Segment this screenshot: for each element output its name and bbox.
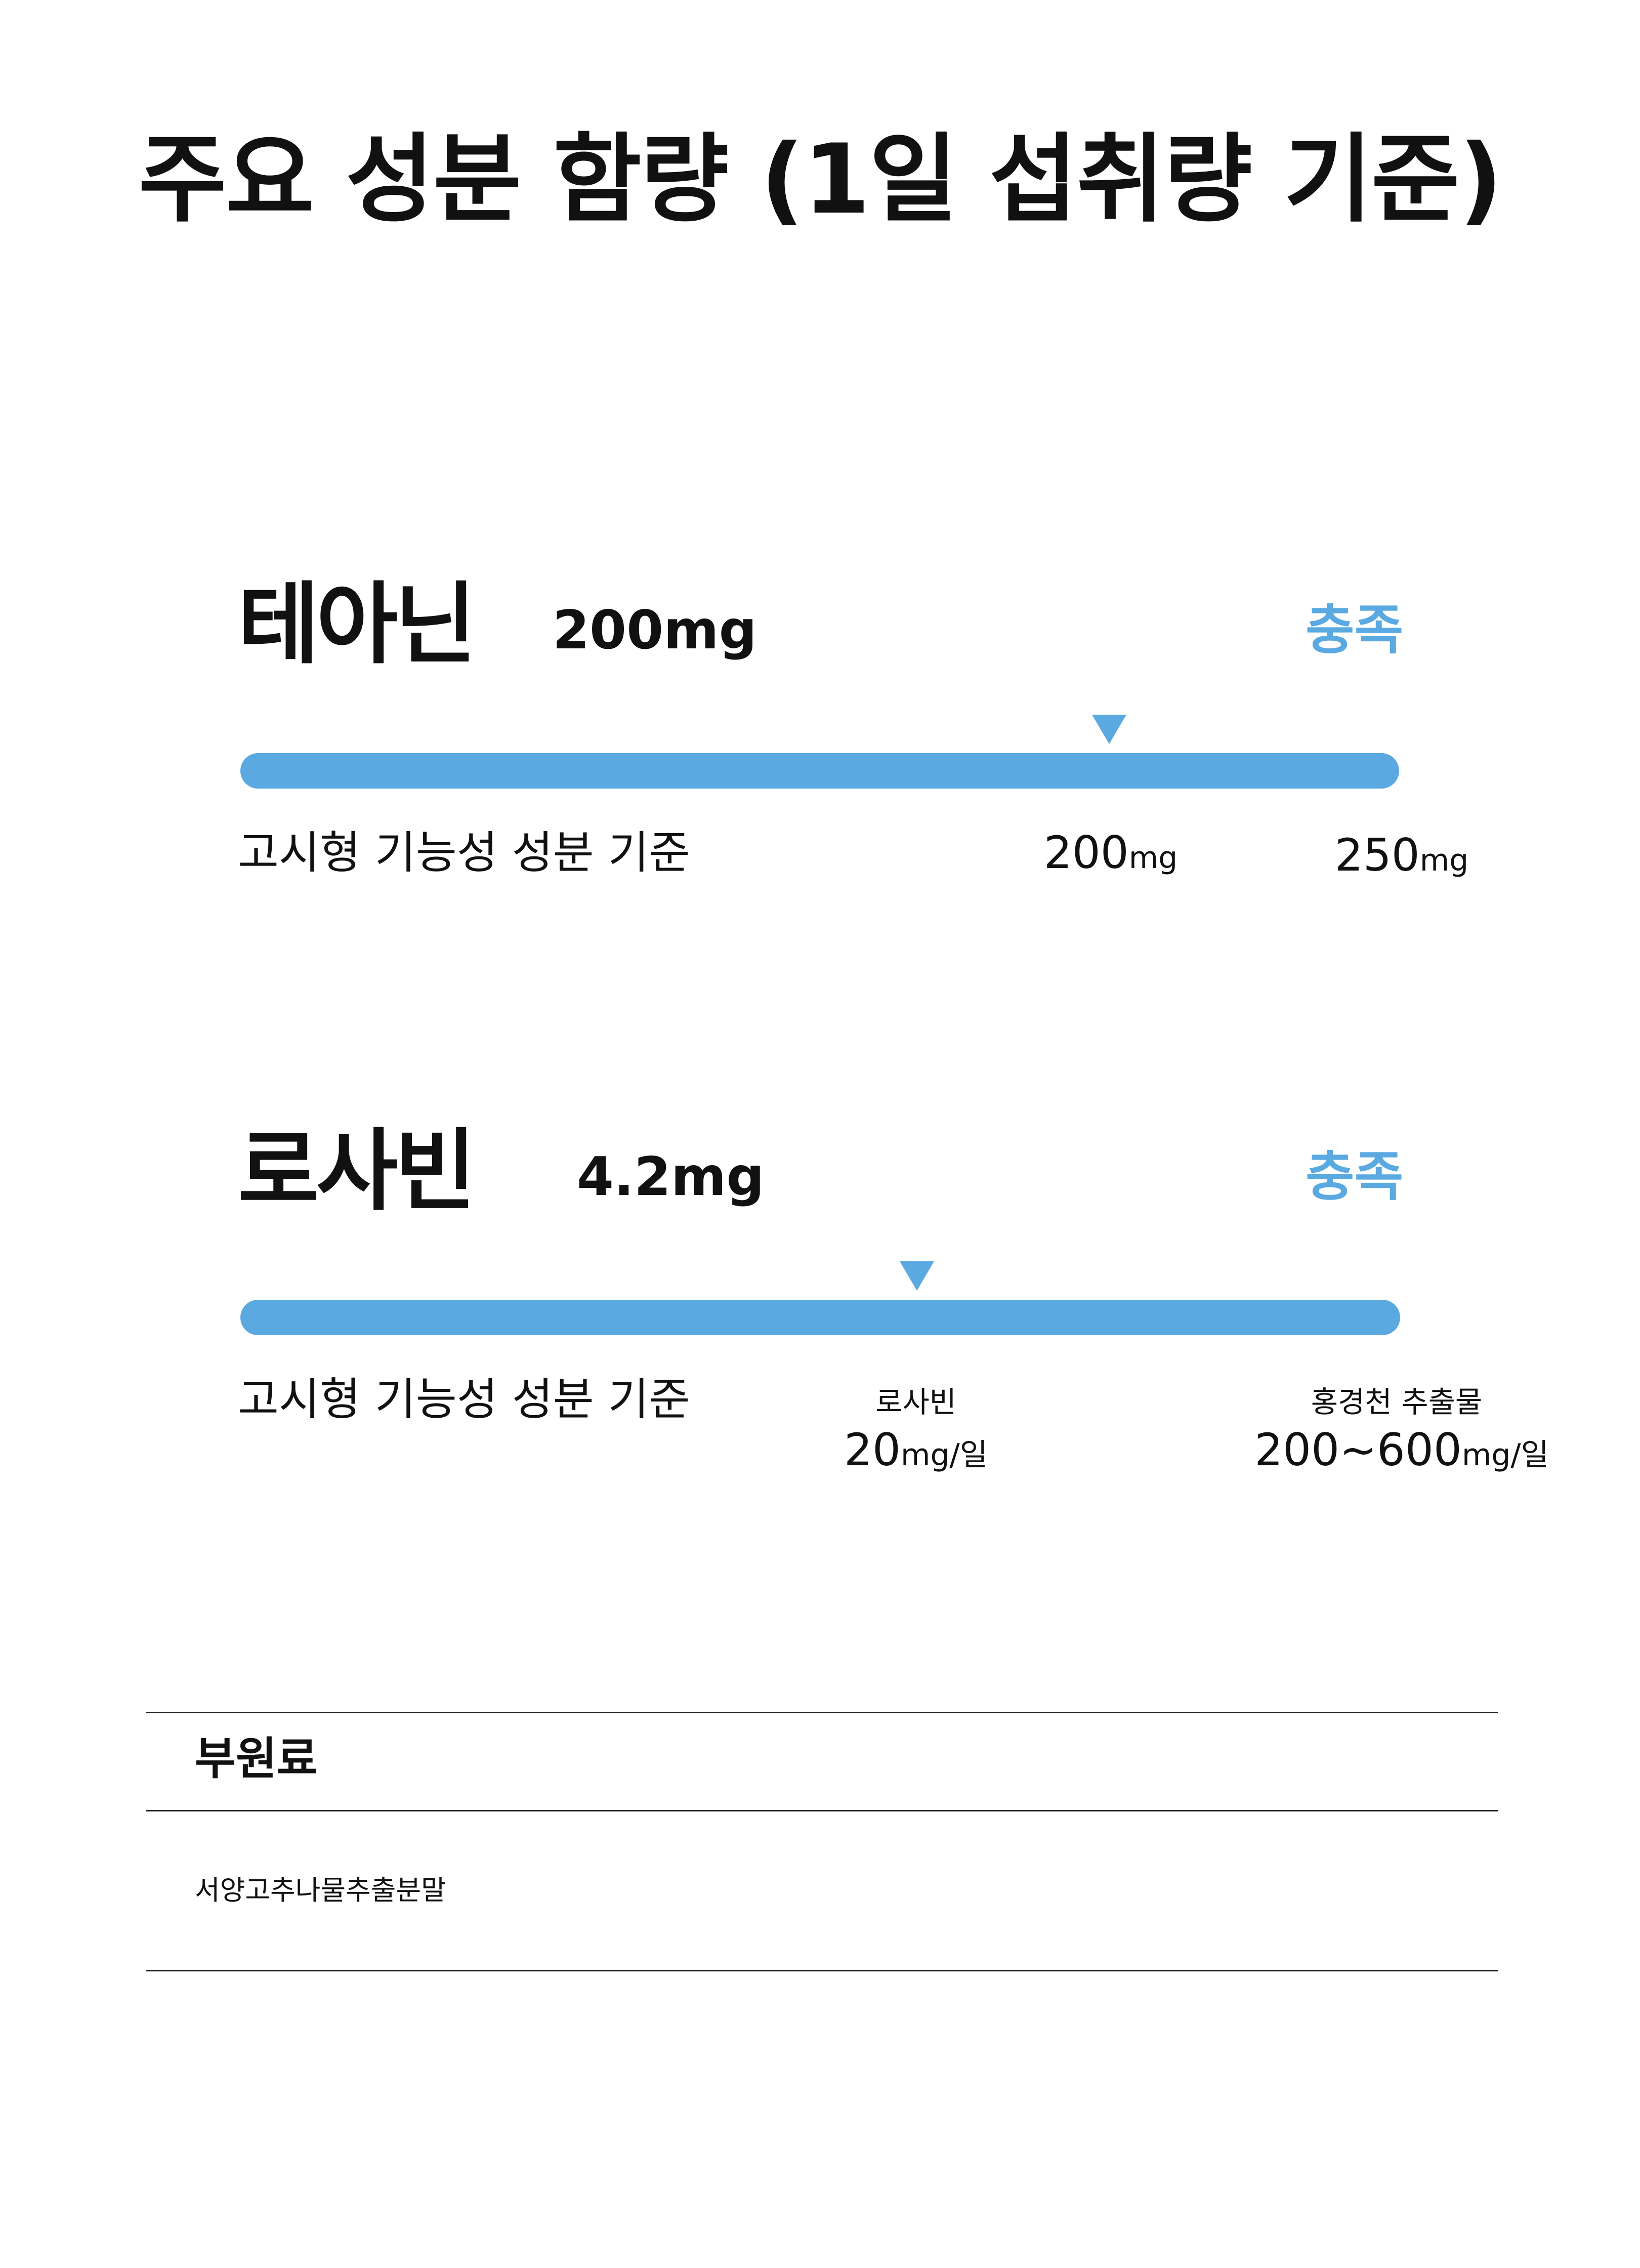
divider	[146, 1810, 1498, 1811]
tick-label: 로사빈	[875, 1385, 957, 1419]
tick-number: 250	[1334, 829, 1420, 881]
tick-unit: mg	[1419, 843, 1469, 878]
tick-unit: mg	[1128, 840, 1178, 876]
ingredient-amount: 4.2mg	[577, 1146, 765, 1208]
tick-unit: mg/일	[901, 1437, 988, 1473]
tick-label: 홍경천 추출물	[1311, 1385, 1483, 1419]
table-heading: 부원료	[195, 1733, 318, 1785]
basis-label: 고시형 기능성 성분 기준	[238, 827, 690, 879]
tick-number: 20	[844, 1424, 901, 1476]
basis-label: 고시형 기능성 성분 기준	[238, 1373, 690, 1425]
amount-marker-icon	[900, 1261, 934, 1291]
tick-value: 250mg	[1331, 830, 1473, 893]
amount-marker-icon	[1092, 715, 1126, 744]
status-badge: 충족	[1306, 1146, 1404, 1208]
ingredient-name: 테아닌	[238, 573, 476, 676]
status-badge: 충족	[1306, 599, 1404, 661]
tick-number: 200~600	[1254, 1424, 1462, 1476]
level-bar	[240, 753, 1399, 789]
page-title: 주요 성분 함량 (1일 섭취량 기준)	[138, 123, 1502, 235]
tick-value: 20mg/일	[805, 1425, 1027, 1488]
divider	[146, 1712, 1498, 1713]
ingredient-amount: 200mg	[553, 599, 757, 661]
divider	[146, 1970, 1498, 1971]
level-bar	[240, 1300, 1400, 1335]
ingredient-name: 로사빈	[238, 1120, 476, 1223]
tick-number: 200	[1043, 827, 1129, 879]
list-item: 서양고추나물추출분말	[195, 1874, 446, 1906]
tick-value: 200mg	[1042, 828, 1179, 891]
tick-unit: mg/일	[1461, 1437, 1549, 1473]
tick-value: 200~600mg/일	[1230, 1425, 1574, 1488]
